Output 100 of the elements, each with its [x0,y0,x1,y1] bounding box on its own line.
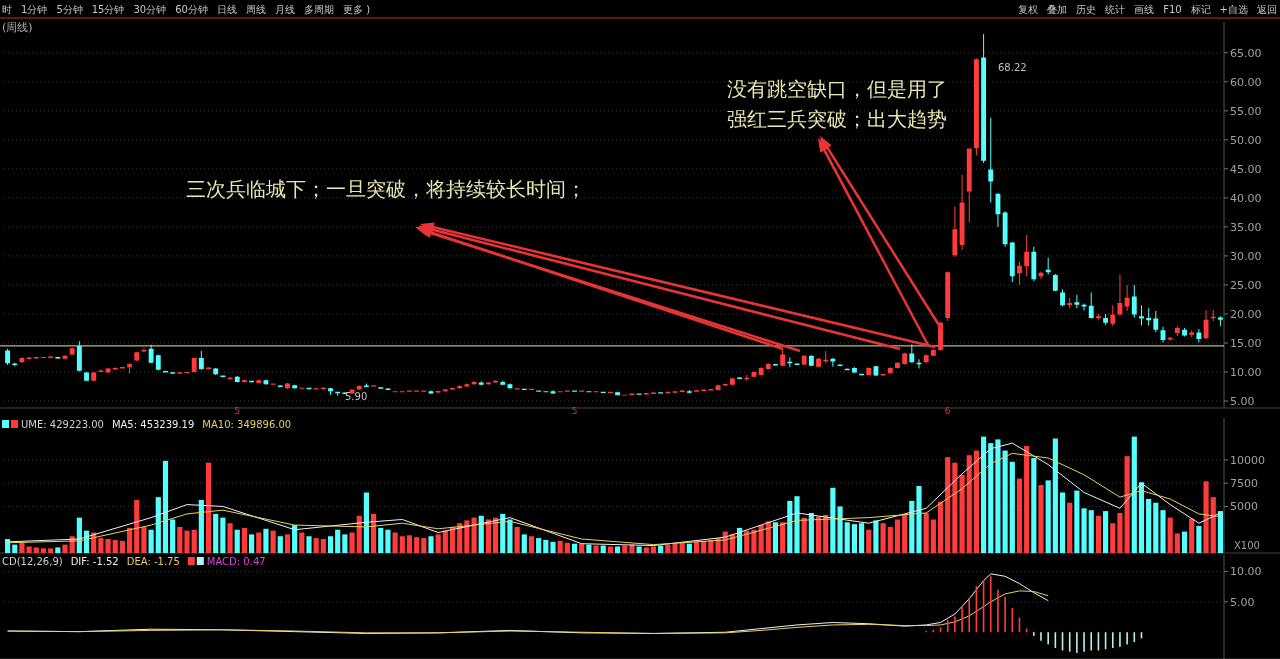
candlestick [679,390,685,393]
bar [406,535,413,553]
y-tick-label: 10.00 [1230,366,1262,380]
annotation: 5.90 [345,391,368,402]
text: MA10: 349896.00 [202,419,292,430]
text: 时 [2,4,12,15]
bar [772,522,779,553]
y-tick-label: 7500 [1230,477,1258,491]
bar [937,501,944,553]
bar [33,547,39,553]
bar [198,499,204,553]
y-tick-label: 5000 [1230,500,1258,514]
text: 画线 [1134,4,1155,15]
bar [263,528,269,553]
bar [428,536,434,553]
bar [421,538,427,553]
bar [916,485,922,553]
bar [536,538,542,553]
candlestick [686,390,692,394]
candlestick [1146,308,1152,326]
text: 叠加 [1047,4,1068,15]
candlestick [435,390,441,393]
bar [19,542,25,553]
candlestick [478,381,484,386]
bar [112,539,118,553]
bar [1210,497,1216,553]
candlestick [651,392,656,395]
bar [808,512,814,553]
candlestick [363,383,369,388]
bar [837,506,843,553]
candlestick [851,367,857,374]
bar [615,546,621,553]
candlestick [277,385,283,388]
bar [306,536,312,553]
candlestick [12,362,18,367]
bar [127,527,133,553]
candlestick [1095,313,1101,320]
bar [342,534,348,553]
y-tick-label: 5.00 [1230,595,1255,609]
bar [414,537,420,553]
bar [442,530,448,553]
bar [887,526,893,553]
bar [1045,480,1051,553]
bar [894,519,901,553]
text: 30分钟 [133,4,167,15]
candlestick [830,358,836,367]
bar [1038,485,1044,553]
text: 统计 [1105,4,1126,15]
bar [1052,438,1058,553]
bar [277,536,283,553]
line-series [7,590,1049,634]
bar [909,500,915,553]
bar [966,455,972,553]
bar [205,462,212,553]
bar [1146,499,1152,553]
annotation: 68.22 [998,62,1027,73]
bar [478,515,484,553]
bar [780,522,786,553]
bar [1103,511,1109,553]
bar [959,474,965,553]
y-tick-label: 30.00 [1230,249,1262,263]
bar [134,499,140,553]
bar [930,519,936,553]
candlestick [241,379,247,383]
candlestick [1139,305,1144,326]
y-tick-label: 20.00 [1230,307,1262,321]
text: 复权 [1018,4,1039,15]
bar [844,522,850,553]
y-tick-label: 45.00 [1230,162,1262,176]
bar [665,544,671,553]
candlestick [715,384,721,391]
candlestick [141,347,147,352]
bar [873,520,879,553]
text: MA5: 453239.19 [111,419,195,430]
bar [356,515,362,553]
bar [177,526,183,553]
candlestick [464,383,470,388]
bar [658,545,664,553]
legend-label: UME: 429223.00 [21,419,104,430]
bar [571,543,578,553]
text: 5分钟 [56,4,83,15]
bar [227,523,233,553]
bar [801,517,807,553]
annotation: 6 [944,406,951,416]
text: 周线 [245,4,266,15]
bar [485,519,491,553]
candlestick [643,392,649,395]
candlestick [729,377,735,386]
bar [672,543,678,553]
candlestick [909,344,915,363]
bar [385,529,391,553]
bar [299,532,305,553]
y-tick-label: 5.00 [1230,395,1255,409]
bar [1110,523,1116,553]
bar [435,534,441,553]
bar [1124,456,1130,553]
bar [1031,458,1037,553]
text: F10 [1163,4,1182,15]
bar [155,497,161,553]
bar [320,539,326,553]
